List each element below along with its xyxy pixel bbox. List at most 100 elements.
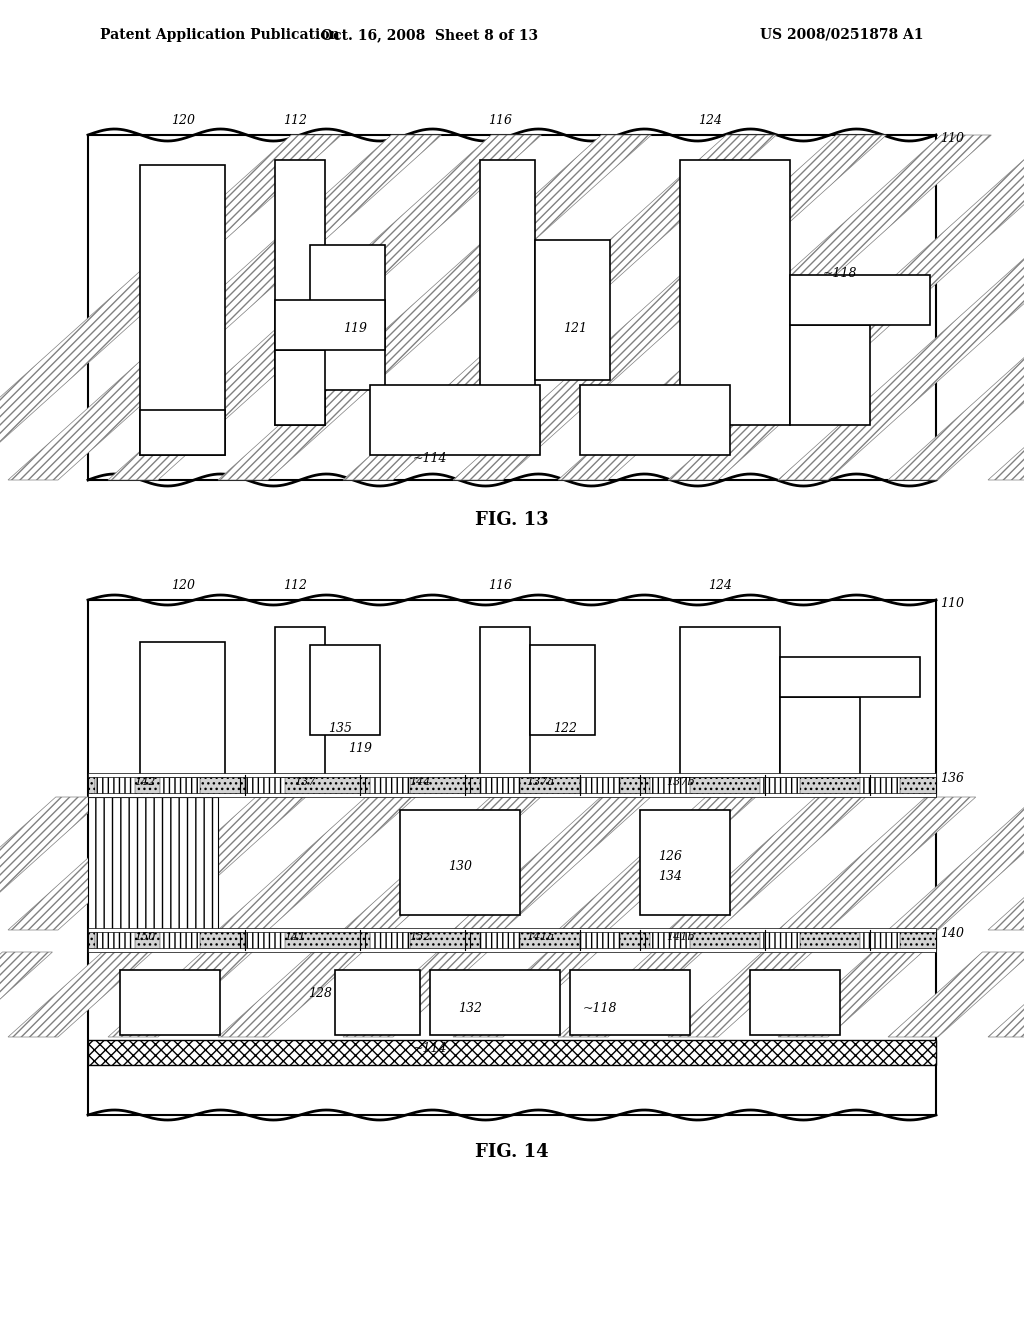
- Polygon shape: [8, 797, 206, 931]
- Polygon shape: [8, 135, 441, 480]
- Polygon shape: [668, 135, 1024, 480]
- Bar: [860, 775, 900, 795]
- Text: 130: 130: [449, 861, 472, 873]
- Bar: [310, 645, 380, 735]
- Bar: [310, 246, 385, 389]
- Bar: [88, 793, 936, 797]
- Polygon shape: [218, 952, 362, 1038]
- Bar: [650, 931, 690, 950]
- Polygon shape: [343, 135, 776, 480]
- Polygon shape: [558, 135, 991, 480]
- Polygon shape: [778, 135, 1024, 480]
- Bar: [370, 931, 410, 950]
- Bar: [680, 627, 780, 777]
- Text: 122: 122: [553, 722, 577, 735]
- Text: Patent Application Publication: Patent Application Publication: [100, 28, 340, 42]
- Bar: [790, 275, 930, 325]
- Bar: [275, 300, 385, 350]
- Text: 110: 110: [940, 597, 964, 610]
- Polygon shape: [108, 797, 306, 931]
- Bar: [430, 970, 560, 1035]
- Bar: [580, 385, 730, 455]
- Text: 140: 140: [940, 927, 964, 940]
- Text: 137: 137: [294, 777, 315, 787]
- Bar: [160, 775, 200, 795]
- Text: 144: 144: [410, 777, 431, 787]
- Text: 120: 120: [171, 579, 195, 591]
- Text: ~118: ~118: [583, 1002, 617, 1015]
- Polygon shape: [453, 797, 651, 931]
- Bar: [780, 657, 920, 697]
- Polygon shape: [558, 952, 702, 1038]
- Polygon shape: [108, 135, 542, 480]
- Text: 116: 116: [488, 579, 512, 591]
- Polygon shape: [0, 797, 105, 931]
- Bar: [530, 645, 595, 735]
- Bar: [480, 775, 520, 795]
- Bar: [88, 775, 936, 795]
- Bar: [570, 970, 690, 1035]
- Bar: [95, 931, 135, 950]
- Bar: [760, 775, 800, 795]
- Text: 116: 116: [488, 114, 512, 127]
- Text: 128: 128: [308, 987, 332, 1001]
- Bar: [140, 411, 225, 455]
- Bar: [370, 775, 410, 795]
- Polygon shape: [988, 797, 1024, 931]
- Text: 119: 119: [343, 322, 367, 335]
- Bar: [88, 931, 936, 950]
- Text: 132: 132: [458, 1002, 482, 1015]
- Text: 124: 124: [708, 579, 732, 591]
- Text: Oct. 16, 2008  Sheet 8 of 13: Oct. 16, 2008 Sheet 8 of 13: [322, 28, 539, 42]
- Bar: [245, 775, 285, 795]
- Text: 137b: 137b: [666, 777, 694, 787]
- Polygon shape: [988, 952, 1024, 1038]
- Text: 152: 152: [410, 932, 431, 942]
- Bar: [88, 928, 936, 932]
- Text: 112: 112: [283, 579, 307, 591]
- Text: 141: 141: [285, 932, 306, 942]
- Polygon shape: [0, 135, 341, 480]
- Bar: [88, 601, 936, 1115]
- Text: 142: 142: [134, 777, 156, 787]
- Polygon shape: [453, 952, 597, 1038]
- Bar: [275, 627, 325, 777]
- Polygon shape: [778, 952, 923, 1038]
- Bar: [275, 160, 325, 425]
- Bar: [88, 135, 936, 480]
- Bar: [580, 775, 620, 795]
- Polygon shape: [343, 952, 487, 1038]
- Bar: [790, 325, 870, 425]
- Text: 112: 112: [283, 114, 307, 127]
- Bar: [88, 1040, 936, 1065]
- Bar: [680, 160, 790, 425]
- Bar: [120, 970, 220, 1035]
- Polygon shape: [888, 952, 1024, 1038]
- Bar: [400, 810, 520, 915]
- Bar: [650, 775, 690, 795]
- Text: 141a: 141a: [526, 932, 554, 942]
- Bar: [245, 931, 285, 950]
- Text: 141b: 141b: [666, 932, 694, 942]
- Polygon shape: [988, 135, 1024, 480]
- Polygon shape: [888, 135, 1024, 480]
- Text: 119: 119: [348, 742, 372, 755]
- Polygon shape: [558, 797, 756, 931]
- Polygon shape: [0, 952, 52, 1038]
- Text: ~118: ~118: [822, 267, 857, 280]
- Bar: [275, 350, 325, 425]
- Bar: [580, 931, 620, 950]
- Bar: [95, 775, 135, 795]
- Bar: [640, 810, 730, 915]
- Polygon shape: [343, 797, 541, 931]
- Bar: [160, 931, 200, 950]
- Polygon shape: [888, 797, 1024, 931]
- Bar: [370, 385, 540, 455]
- Polygon shape: [108, 952, 253, 1038]
- Bar: [535, 240, 610, 380]
- Bar: [480, 627, 530, 777]
- Text: 137a: 137a: [526, 777, 554, 787]
- Text: 150: 150: [134, 932, 156, 942]
- Text: 136: 136: [940, 772, 964, 785]
- Bar: [88, 797, 218, 931]
